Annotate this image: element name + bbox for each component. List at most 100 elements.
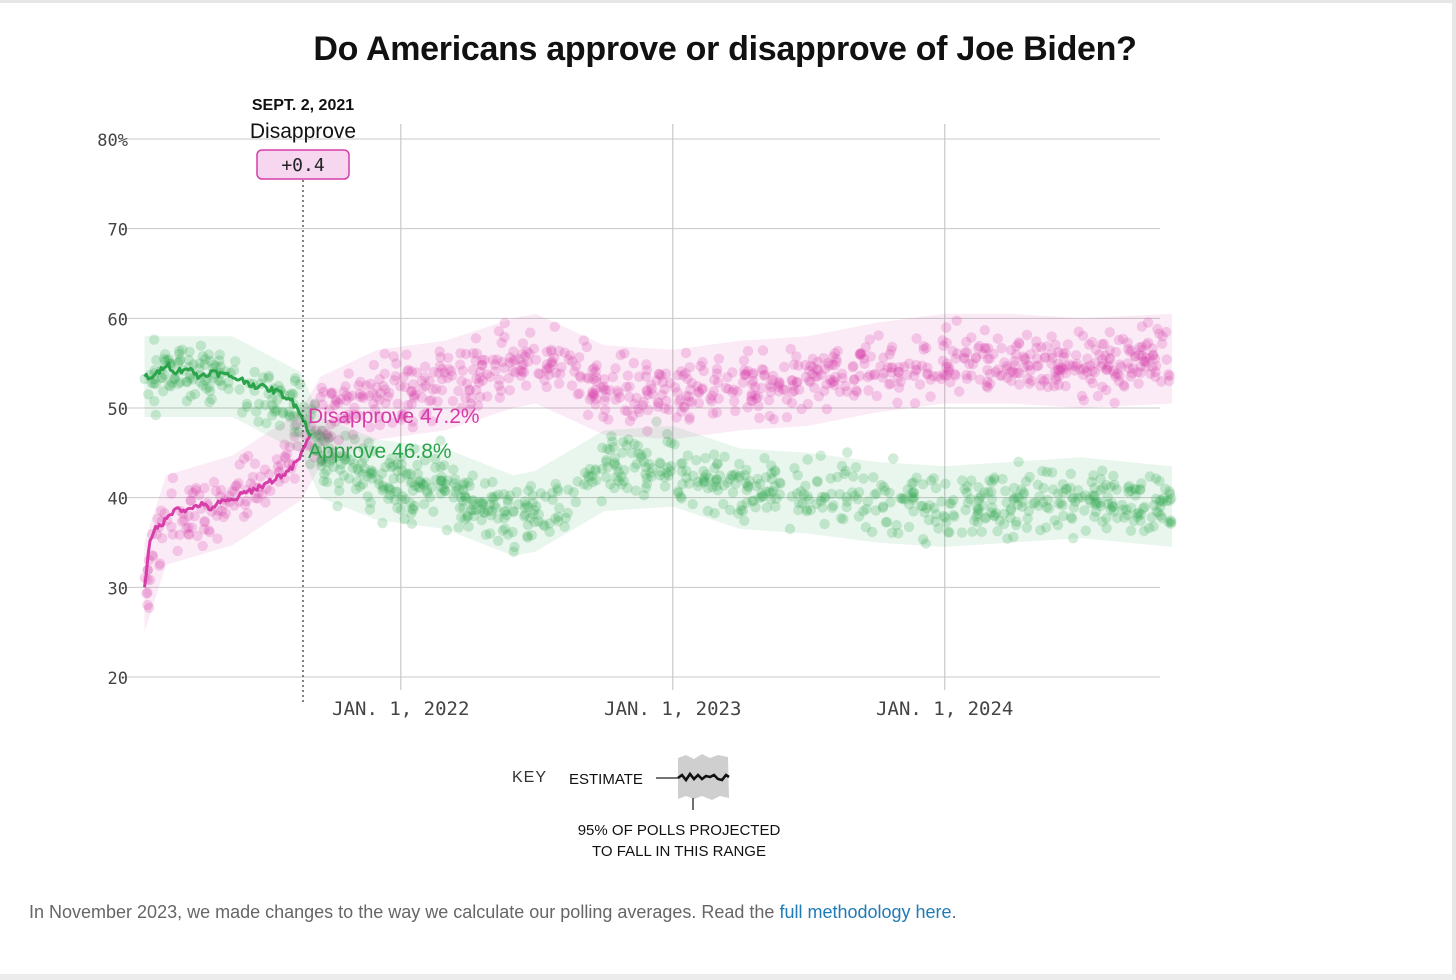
approve-poll-dot: [1158, 492, 1170, 504]
disapprove-poll-dot: [1085, 360, 1096, 371]
disapprove-poll-dot: [374, 411, 385, 422]
approve-poll-dot: [309, 444, 320, 456]
disapprove-poll-dot: [430, 383, 442, 395]
approve-poll-dot: [305, 459, 316, 470]
approve-poll-dot: [185, 390, 196, 402]
disapprove-poll-dot: [1072, 358, 1083, 370]
disapprove-poll-dot: [985, 378, 996, 389]
disapprove-poll-dot: [575, 372, 586, 383]
approve-poll-dot: [917, 479, 929, 490]
approve-poll-dot: [919, 507, 930, 518]
disapprove-poll-dot: [340, 381, 351, 392]
approve-poll-dot: [568, 487, 579, 498]
disapprove-poll-dot: [859, 358, 870, 369]
disapprove-poll-dot: [383, 391, 394, 402]
approve-poll-dot: [677, 458, 688, 469]
approve-poll-dot: [194, 358, 205, 369]
approve-poll-dot: [767, 486, 779, 497]
approve-poll-dot: [733, 508, 744, 519]
disapprove-poll-dot: [427, 384, 438, 395]
approve-poll-dot: [272, 394, 283, 405]
disapprove-poll-dot: [380, 398, 391, 409]
approve-poll-dot: [466, 505, 477, 516]
disapprove-poll-dot: [525, 327, 536, 338]
methodology-link[interactable]: full methodology here: [779, 902, 952, 922]
approve-poll-dot: [209, 360, 220, 371]
approve-poll-dot: [406, 508, 417, 519]
approve-poll-dot: [421, 485, 433, 496]
disapprove-poll-dot: [1104, 327, 1116, 338]
approve-poll-dot: [990, 508, 1002, 519]
approve-poll-dot: [181, 376, 192, 388]
disapprove-poll-dot: [831, 356, 842, 367]
approve-poll-dot: [921, 503, 932, 514]
approve-poll-dot: [722, 477, 733, 488]
disapprove-poll-dot: [1096, 354, 1108, 365]
disapprove-poll-dot: [966, 370, 977, 381]
approve-poll-dot: [426, 482, 437, 493]
disapprove-poll-dot: [499, 331, 510, 343]
approve-poll-dot: [766, 473, 778, 485]
disapprove-poll-dot: [982, 353, 993, 365]
approve-poll-dot: [150, 378, 161, 389]
disapprove-poll-dot: [470, 355, 481, 366]
approve-poll-dot: [1089, 511, 1100, 522]
approve-poll-dot: [1101, 513, 1112, 524]
approve-poll-dot: [1128, 515, 1140, 527]
approve-poll-dot: [853, 487, 865, 498]
approve-poll-dot: [841, 496, 853, 507]
approve-poll-dot: [994, 515, 1005, 527]
approve-poll-dot: [462, 511, 473, 523]
approve-poll-dot: [560, 512, 571, 524]
disapprove-poll-dot: [865, 351, 876, 362]
approve-poll-dot: [754, 478, 766, 490]
disapprove-poll-dot: [941, 322, 952, 333]
disapprove-poll-dot: [684, 412, 695, 423]
disapprove-poll-dot: [600, 391, 611, 402]
disapprove-poll-dot: [1061, 361, 1072, 372]
approve-poll-dot: [1057, 487, 1069, 498]
approve-poll-dot: [1080, 525, 1092, 536]
approve-poll-dot: [972, 517, 984, 528]
approve-poll-dot: [508, 506, 520, 517]
disapprove-poll-dot: [1114, 370, 1125, 381]
disapprove-poll-dot: [939, 370, 951, 381]
approve-poll-dot: [340, 430, 351, 441]
disapprove-poll-dot: [878, 367, 890, 379]
approve-poll-dot: [402, 468, 413, 479]
approve-poll-dot: [986, 477, 997, 488]
disapprove-poll-dot: [1143, 337, 1154, 348]
approve-poll-dot: [507, 526, 518, 538]
approve-poll-dot: [351, 476, 363, 487]
approve-poll-dot: [527, 490, 538, 501]
disapprove-poll-dot: [982, 376, 993, 388]
approve-poll-dot: [525, 480, 537, 492]
approve-poll-dot: [1139, 501, 1150, 513]
approve-poll-dot: [654, 457, 665, 468]
approve-poll-dot: [424, 491, 436, 503]
disapprove-poll-dot: [410, 389, 421, 400]
disapprove-poll-dot: [197, 540, 208, 552]
disapprove-poll-dot: [167, 472, 179, 484]
disapprove-poll-dot: [873, 330, 884, 341]
approve-poll-dot: [858, 473, 869, 484]
approve-poll-dot: [493, 535, 504, 546]
approve-poll-dot: [163, 354, 175, 365]
disapprove-poll-dot: [984, 353, 995, 364]
disapprove-poll-dot: [964, 358, 975, 370]
approve-poll-dot: [467, 504, 479, 516]
approve-poll-dot: [205, 355, 216, 367]
disapprove-poll-dot: [750, 381, 761, 393]
approve-poll-dot: [933, 523, 944, 534]
approve-poll-dot: [359, 453, 370, 464]
approve-poll-dot: [972, 508, 984, 519]
approve-poll-dot: [765, 487, 776, 499]
disapprove-poll-dot: [1101, 364, 1112, 375]
approve-poll-dot: [917, 500, 928, 512]
disapprove-poll-dot: [893, 382, 905, 393]
approve-poll-dot: [602, 462, 613, 473]
approve-poll-dot: [654, 470, 666, 481]
disapprove-poll-dot: [1089, 358, 1101, 369]
disapprove-poll-dot: [1147, 343, 1158, 354]
